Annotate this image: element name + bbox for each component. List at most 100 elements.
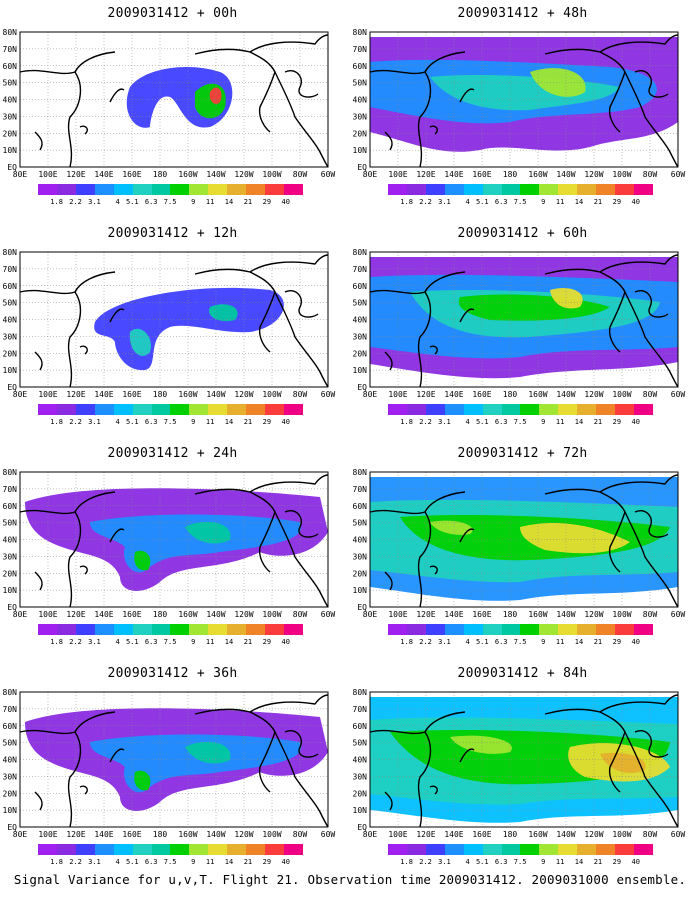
colorbar-label: 29 xyxy=(612,858,622,866)
coastline xyxy=(544,708,679,828)
lat-label: 80N xyxy=(3,248,18,257)
coastline xyxy=(194,708,329,828)
lon-label: 140E xyxy=(94,170,113,179)
coastline xyxy=(424,271,466,293)
colorbar-swatch xyxy=(189,184,209,195)
colorbar-swatch xyxy=(170,404,190,415)
lat-label: 20N xyxy=(353,569,368,578)
lon-label: 120E xyxy=(66,170,85,179)
lon-label: 120W xyxy=(584,390,603,399)
lat-label: 70N xyxy=(3,45,18,54)
coastline xyxy=(424,491,466,513)
colorbar-label: 29 xyxy=(262,858,272,866)
lon-label: 140W xyxy=(206,170,225,179)
colorbar-label: 14 xyxy=(224,638,234,646)
lat-label: 50N xyxy=(3,299,18,308)
colorbar: 1.8 2.2 3.1 4 5.1 6.3 7.5 9 11 14 21 29 40 xyxy=(38,404,303,434)
coastline xyxy=(599,254,679,273)
coastline xyxy=(249,694,329,713)
lon-label: 180 xyxy=(153,390,168,399)
colorbar-label: 4 xyxy=(465,198,470,206)
lat-label: 60N xyxy=(353,62,368,71)
colorbar-label: 1.8 xyxy=(400,418,413,426)
lon-label: 60W xyxy=(671,390,686,399)
coastline xyxy=(109,88,125,103)
lon-label: 120W xyxy=(584,610,603,619)
colorbar-label: 9 xyxy=(541,418,546,426)
coastline xyxy=(369,509,432,608)
coastline xyxy=(194,48,329,168)
colorbar-label: 4 xyxy=(465,858,470,866)
lon-label: 60W xyxy=(321,610,336,619)
panel-title: 2009031412 + 36h xyxy=(107,666,238,681)
colorbar-label: 5.1 xyxy=(475,418,489,426)
colorbar-label: 6.3 xyxy=(144,858,158,866)
colorbar-label: 1.8 xyxy=(50,418,63,426)
lon-label: 140E xyxy=(94,610,113,619)
colorbar-swatch xyxy=(539,184,559,195)
colorbar-label: 14 xyxy=(574,418,584,426)
lon-label: 160E xyxy=(122,830,141,839)
colorbar-label: 1.8 xyxy=(50,198,63,206)
coastline xyxy=(19,289,82,388)
map-panel: 2009031412 + 00h 80N 70N 60N 50N 40N 30N 20N 10N… xyxy=(0,6,345,221)
colorbar-swatch xyxy=(113,624,133,635)
colorbar-swatch xyxy=(94,624,114,635)
variance-contour xyxy=(134,770,151,791)
colorbar-label: 6.3 xyxy=(494,198,508,206)
colorbar-swatch xyxy=(38,184,57,195)
lat-label: 40N xyxy=(353,96,368,105)
colorbar-swatch xyxy=(113,184,133,195)
lat-label: 80N xyxy=(353,468,368,477)
lon-label: 80E xyxy=(13,610,28,619)
colorbar-label: 21 xyxy=(243,638,253,646)
coastline xyxy=(249,254,329,273)
coastline xyxy=(19,729,82,828)
lon-label: 100W xyxy=(612,830,631,839)
colorbar-label: 4 xyxy=(115,418,120,426)
colorbar-swatch xyxy=(132,844,152,855)
colorbar-label: 14 xyxy=(574,638,584,646)
lat-label: 40N xyxy=(3,536,18,545)
lat-label: EQ xyxy=(7,383,17,392)
lon-label: 180 xyxy=(503,170,518,179)
colorbar-swatch xyxy=(633,844,653,855)
coastline xyxy=(608,731,626,793)
lat-label: EQ xyxy=(357,823,367,832)
lon-label: 80W xyxy=(293,610,308,619)
lon-label: 140W xyxy=(206,610,225,619)
coastline xyxy=(369,729,432,828)
lon-label: 60W xyxy=(321,170,336,179)
colorbar-swatch xyxy=(388,184,407,195)
colorbar: 1.8 2.2 3.1 4 5.1 6.3 7.5 9 11 14 21 29 40 xyxy=(388,404,653,434)
colorbar-swatch xyxy=(520,844,540,855)
map-panel: 2009031412 + 36h 80N 70N 60N 50N 40N 30N 20N 10N… xyxy=(0,666,345,881)
variance-contour xyxy=(195,83,226,119)
colorbar-label: 29 xyxy=(612,198,622,206)
colorbar-swatch xyxy=(558,624,578,635)
colorbar-label: 1.8 xyxy=(50,638,63,646)
lat-label: 80N xyxy=(353,688,368,697)
lon-label: 100E xyxy=(388,170,407,179)
variance-contour xyxy=(129,328,151,356)
coastline xyxy=(34,571,43,591)
lon-label: 180 xyxy=(503,610,518,619)
coastline xyxy=(459,748,475,763)
colorbar-swatch xyxy=(283,184,303,195)
colorbar-swatch xyxy=(227,404,247,415)
map-panel: 2009031412 + 12h 80N 70N 60N 50N 40N 30N 20N 10N… xyxy=(0,226,345,441)
colorbar-swatch xyxy=(633,624,653,635)
lat-label: 40N xyxy=(3,756,18,765)
colorbar-swatch xyxy=(615,624,634,635)
lat-label: 30N xyxy=(353,552,368,561)
colorbar-label: 3.1 xyxy=(88,638,101,646)
colorbar-label: 3.1 xyxy=(88,858,101,866)
lat-label: 50N xyxy=(353,299,368,308)
colorbar-swatch xyxy=(113,404,133,415)
coastline xyxy=(429,125,438,135)
lon-label: 180 xyxy=(153,610,168,619)
colorbar-swatch xyxy=(558,184,578,195)
colorbar-swatch xyxy=(444,844,464,855)
colorbar-label: 3.1 xyxy=(438,418,451,426)
